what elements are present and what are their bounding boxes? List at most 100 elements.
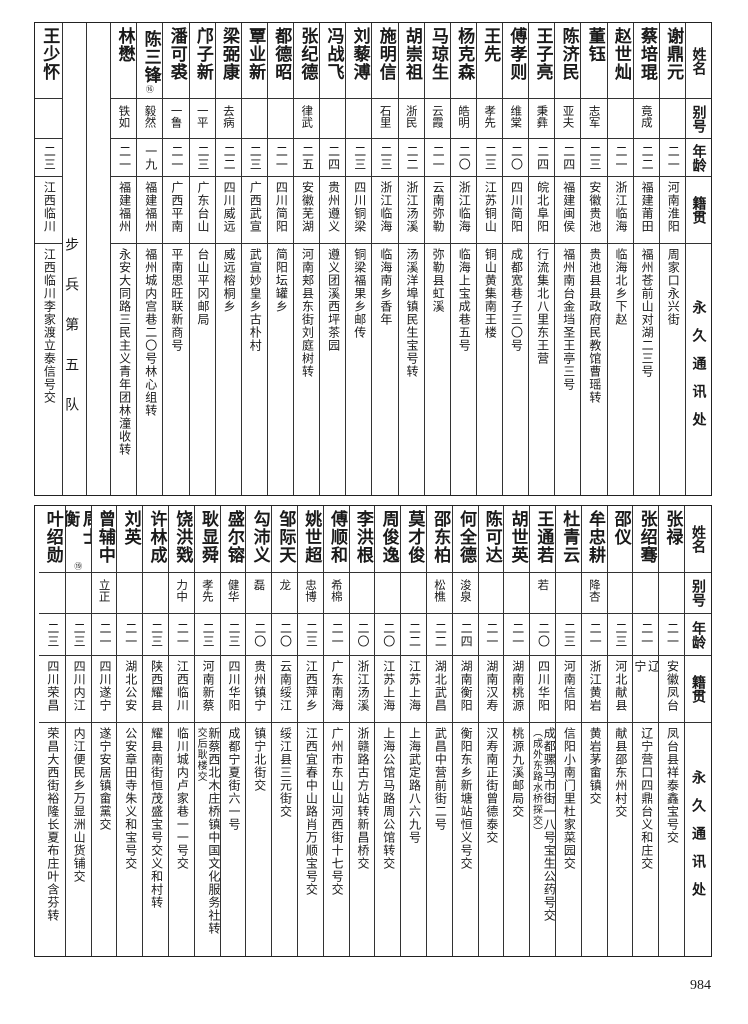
person-alias: 若	[536, 579, 551, 591]
person-name: 李洪根	[352, 510, 373, 564]
person-name: 冯战飞	[323, 27, 344, 81]
person-name: 陈三锋	[140, 30, 161, 84]
person-name: 梁弼康	[219, 27, 240, 81]
native-cell: 皖北阜阳	[529, 177, 555, 244]
person-native-place: 云南绥江	[278, 660, 293, 712]
native-cell: 河南淮阳	[659, 177, 685, 244]
person-age: 二〇	[509, 144, 524, 171]
person-native-place: 广西武宣	[248, 181, 263, 233]
person-name: 刘英	[120, 510, 141, 546]
person-column: 杜青云 二三 河南信阳 信阳小南门里杜家菜园交	[555, 506, 581, 956]
person-alias: 孝先	[200, 579, 215, 602]
person-name: 傅孝则	[506, 27, 527, 81]
native-cell: 浙江黄岩	[581, 656, 607, 723]
address-cell: 铜山黄集南王楼	[477, 244, 502, 495]
alias-cell	[607, 99, 633, 139]
person-age: 一九	[143, 144, 158, 171]
person-name: 陈济民	[558, 27, 579, 81]
person-native-place: 浙江汤溪	[355, 660, 370, 712]
age-cell: 二三	[581, 139, 607, 177]
age-cell: 二四	[555, 139, 581, 177]
person-age: 二一	[169, 144, 184, 171]
person-age: 二四	[535, 144, 550, 171]
name-cell: 王先	[476, 23, 503, 99]
person-address: 武宣妙皇乡古朴村	[248, 248, 263, 352]
person-alias: 降杏	[587, 579, 602, 602]
person-address: 广州市东山山河西街十七号交	[330, 727, 345, 896]
alias-cell: 毅然	[137, 99, 163, 139]
person-native-place: 湖南桃源	[510, 660, 525, 712]
alias-cell	[267, 99, 294, 139]
person-native-place: 湖北武昌	[433, 660, 448, 712]
person-age: 二三	[562, 621, 577, 648]
person-column: 赵世灿 二一 浙江临海 临海北乡下赵	[606, 23, 633, 495]
person-name: 施明信	[375, 27, 396, 81]
person-name: 张绍骞	[636, 510, 657, 564]
roster-table-bottom: 姓名 别号 年龄 籍贯 永久通讯处 张禄 二一 安徽凤台 凤台县祥泰鑫宝号交 张绍骞 二一 辽宁 辽宁营…	[34, 505, 712, 957]
address-cell: 绥江县三元街交	[272, 723, 297, 956]
header-alias: 别号	[685, 573, 711, 614]
person-name: 潘可裘	[166, 27, 187, 81]
address-cell: 镇宁北街交	[246, 723, 271, 956]
address-cell: 江西临川李家渡立泰信号交	[35, 244, 62, 495]
age-cell: 二一	[478, 614, 504, 656]
age-cell: 二一	[659, 614, 684, 656]
person-name: 陈可达	[481, 510, 502, 564]
person-native-place: 广东南海	[330, 660, 345, 712]
person-name: 赵世灿	[610, 27, 631, 81]
header-name: 姓名	[685, 23, 711, 99]
alias-cell: 降杏	[581, 573, 607, 614]
person-column: 邹际天龙二〇 云南绥江 绥江县三元街交	[271, 506, 298, 956]
address-cell: 周家口永兴街	[660, 244, 685, 495]
alias-cell	[659, 573, 684, 614]
person-native-place: 江苏铜山	[483, 181, 498, 233]
person-native-place: 江苏上海	[381, 660, 396, 712]
name-cell: 盛尔镕	[220, 506, 246, 573]
person-age: 二一	[510, 621, 525, 648]
address-cell: 辽宁营口四鼎台义和庄交	[633, 723, 658, 956]
roster-table-top: 姓名 别号 年龄 籍贯 永久通讯处 谢鼎元 二一 河南淮阳 周家口永兴街 蔡培琨 竟成 二二 福建莆田福…	[34, 22, 712, 496]
name-cell: 张禄	[659, 506, 684, 573]
person-name: 叶绍勋	[42, 510, 63, 564]
person-column: 马琼生 云霞 二一 云南弥勒 弥勒县虹溪	[423, 23, 450, 495]
person-age: 二三	[587, 144, 602, 171]
name-cell: 饶洪戣	[169, 506, 194, 573]
name-cell: 林懋	[111, 23, 137, 99]
person-address: 铜山黄集南王楼	[483, 248, 498, 339]
person-name: 邵东柏	[430, 510, 451, 564]
header-age-label: 年龄	[690, 620, 707, 649]
age-cell: 二二	[398, 139, 424, 177]
native-cell: 云南弥勒	[424, 177, 450, 244]
header-age: 年龄	[685, 614, 711, 656]
native-cell: 四川荣昌	[39, 656, 65, 723]
alias-cell: 松樵	[427, 573, 452, 614]
name-cell: 都德昭	[267, 23, 294, 99]
person-address: 铜梁福果乡邮传	[352, 248, 367, 339]
native-cell: 四川简阳	[267, 177, 294, 244]
person-column: 周俊逸 二〇 江苏上海 上海公馆马路周公馆转交	[374, 506, 401, 956]
name-cell: 傅孝则	[503, 23, 529, 99]
person-age: 二一	[665, 621, 680, 648]
address-cell: 上海公馆马路周公馆转交	[375, 723, 400, 956]
alias-cell: 去病	[215, 99, 241, 139]
person-column: 莫才俊 二二 江苏上海 上海武定路八六九号	[400, 506, 427, 956]
person-column: 傅顺和 希棉 二一 广东南海 广州市东山山河西街十七号交	[322, 506, 349, 956]
person-address: 新蔡西北木庄桥镇中国文化服务社转	[206, 727, 220, 935]
person-column: 王少怀 二三 江西临川 江西临川李家渡立泰信号交	[35, 23, 62, 495]
name-cell: 施明信	[372, 23, 398, 99]
person-alias: 皓明	[457, 105, 472, 128]
person-name: 许林成	[146, 510, 167, 564]
person-native-place: 四川简阳	[274, 181, 289, 233]
person-column: 潘可裘 一鲁 二一 广西平南 平南思旺联新商号	[162, 23, 189, 495]
address-cell: 浙赣路古方站转新昌桥交	[350, 723, 375, 956]
person-column: 谢鼎元 二一 河南淮阳 周家口永兴街	[658, 23, 685, 495]
age-cell: 二一	[163, 139, 189, 177]
person-name: 姚世超	[301, 510, 322, 564]
alias-cell	[241, 99, 267, 139]
person-name: 王通若	[533, 510, 554, 564]
person-name: 张纪德	[297, 27, 318, 81]
address-cell: 上海武定路八六九号	[401, 723, 426, 956]
native-cell: 江西临川	[169, 656, 194, 723]
name-cell: 牟忠耕	[581, 506, 607, 573]
person-column: 姚世超 忠博 二三 江西萍乡 江西宜春中山路肖万顺宝号交	[297, 506, 323, 956]
